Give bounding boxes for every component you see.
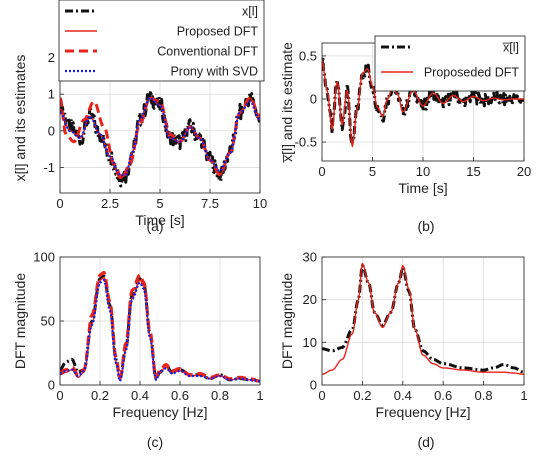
y-axis-label: DFT magnitude [279, 273, 295, 369]
y-tick-label: 0 [310, 378, 317, 393]
x-tick-label: 10 [253, 196, 267, 211]
series-line-4 [60, 96, 260, 176]
y-tick-label: 30 [303, 250, 317, 265]
x-tick-label: 0.8 [211, 388, 229, 403]
axis-box [321, 256, 525, 386]
series-group [60, 89, 260, 188]
series-line-3 [60, 270, 260, 383]
legend-label: Prony with SVD [170, 65, 258, 79]
series-group [322, 55, 524, 148]
y-tick-label: 50 [41, 314, 55, 329]
y-tick-label: 2 [48, 50, 55, 65]
legend-box [58, 0, 265, 82]
x-axis-label: Time [s] [398, 180, 447, 196]
legend-label: Conventional DFT [157, 45, 258, 59]
panel-caption: (c) [147, 434, 163, 450]
y-tick-label: -0.5 [295, 135, 317, 150]
x-axis-label: Time [s] [135, 212, 184, 228]
series-group [60, 270, 260, 383]
x-tick-label: 2.5 [101, 196, 119, 211]
x-tick-label: 0.6 [171, 388, 189, 403]
legend: x[l] Proposed DFT Conventional DFT Prony wi… [58, 0, 265, 82]
legend-label: Proposed DFT [177, 25, 259, 39]
y-tick-label: 0 [310, 91, 317, 106]
x-tick-label: 7.5 [201, 196, 219, 211]
x-tick-label: 0.4 [131, 388, 149, 403]
panel-caption: (b) [417, 218, 434, 234]
plot-area [322, 257, 524, 385]
x-tick-label: 1 [256, 388, 263, 403]
y-axis-label: DFT magnitude [12, 273, 28, 369]
legend-label: Proposeded DFT [424, 66, 520, 80]
series-line-2 [322, 262, 524, 375]
panel-caption: (a) [146, 218, 163, 234]
series-line-4 [60, 278, 260, 383]
x-tick-label: 0 [56, 196, 63, 211]
x-tick-label: 5 [369, 164, 376, 179]
y-tick-label: 0 [48, 123, 55, 138]
y-tick-label: 20 [303, 292, 317, 307]
y-tick-label: 100 [33, 250, 55, 265]
legend: x̅[l] Proposeded DFT [374, 35, 526, 92]
chart-panel-3: 0 0.2 0.4 0.6 0.8 1 0 50 100 Frequency [Hz] DFT ma… [12, 250, 264, 451]
chart-panel-1: 0 2.5 5 7.5 10 -1 0 1 2 Time [s] x[l] and its esti… [12, 0, 267, 234]
x-axis-label: Frequency [Hz] [113, 404, 208, 420]
y-tick-label: 0.5 [299, 48, 317, 63]
y-axis-label: x[l] and its estimates [12, 55, 28, 182]
x-tick-label: 0 [318, 164, 325, 179]
x-tick-label: 1 [520, 388, 527, 403]
legend-label: x[l] [242, 5, 258, 19]
y-tick-label: 10 [303, 335, 317, 350]
legend-box [374, 35, 526, 92]
y-tick-label: 0 [48, 378, 55, 393]
x-tick-label: 20 [517, 164, 531, 179]
y-tick-label: -1 [43, 160, 55, 175]
x-tick-label: 15 [466, 164, 480, 179]
x-tick-label: 0 [318, 388, 325, 403]
series-line-2 [322, 59, 524, 148]
panel-caption: (d) [417, 434, 434, 450]
y-axis-label: x̅[l] and its estimate [279, 42, 295, 164]
x-tick-label: 0.2 [353, 388, 371, 403]
x-tick-label: 0.2 [91, 388, 109, 403]
x-tick-label: 5 [156, 196, 163, 211]
x-axis-label: Frequency [Hz] [376, 404, 471, 420]
x-tick-label: 0.6 [434, 388, 452, 403]
x-tick-label: 10 [416, 164, 430, 179]
y-tick-label: 1 [48, 87, 55, 102]
x-tick-label: 0 [56, 388, 63, 403]
legend-label: x̅[l] [502, 41, 519, 55]
series-group [322, 262, 524, 375]
x-tick-label: 0.8 [475, 388, 493, 403]
x-tick-label: 0.4 [394, 388, 412, 403]
